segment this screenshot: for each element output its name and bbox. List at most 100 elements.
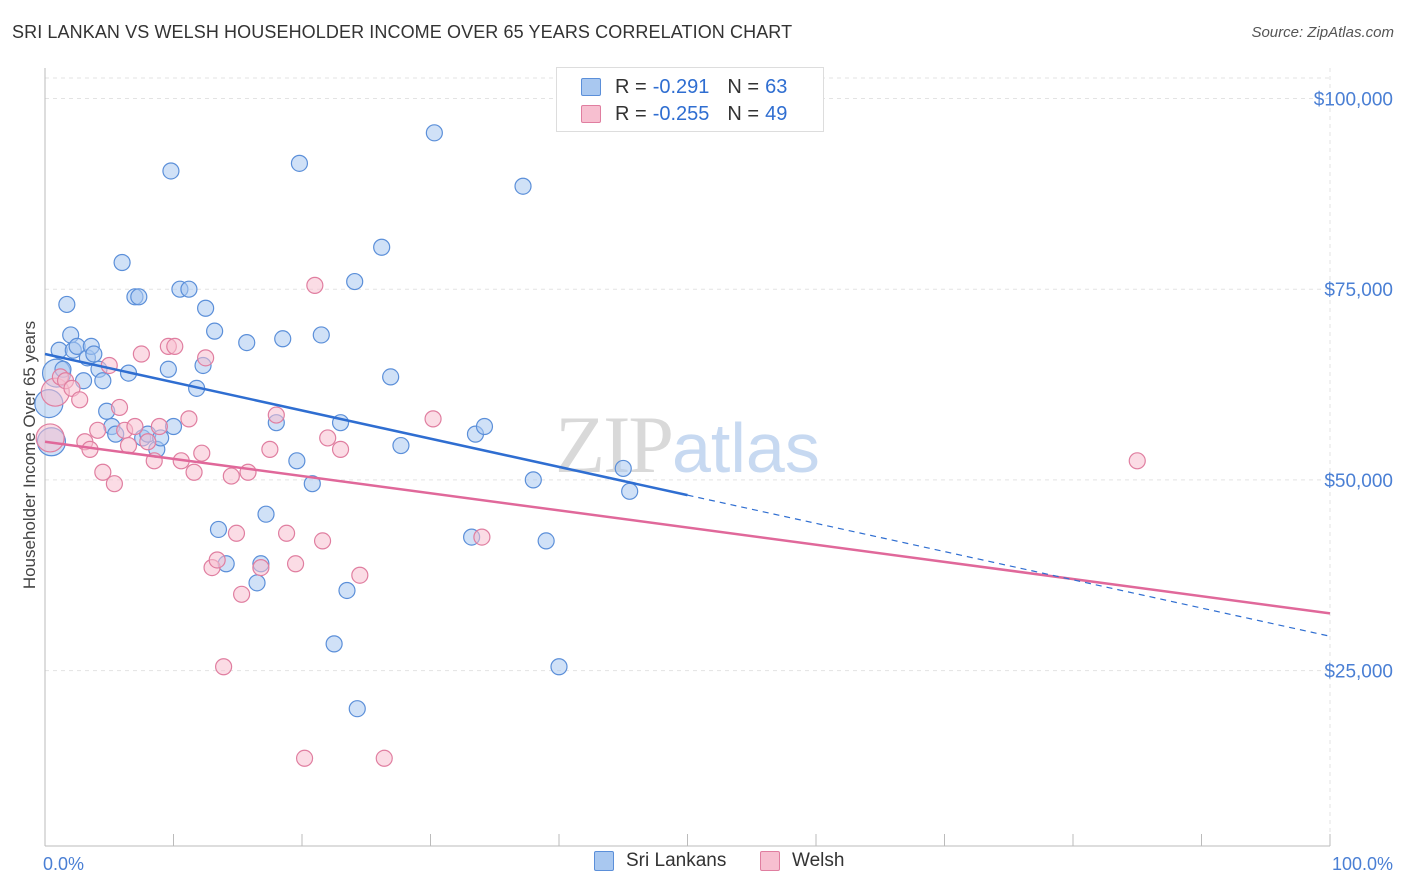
point-welsh xyxy=(227,524,246,542)
point-welsh xyxy=(110,398,129,417)
watermark: ZIPatlas xyxy=(555,398,820,492)
chart-title: SRI LANKAN VS WELSH HOUSEHOLDER INCOME O… xyxy=(12,22,793,42)
point-sri-lankans xyxy=(94,372,112,390)
point-sri-lankans xyxy=(257,505,275,523)
point-welsh xyxy=(126,417,144,436)
point-sri-lankans xyxy=(475,417,494,436)
legend-r-label: R = xyxy=(615,75,647,98)
point-sri-lankans xyxy=(209,520,228,539)
point-sri-lankans xyxy=(162,162,180,180)
point-sri-lankans xyxy=(382,368,400,386)
point-sri-lankans xyxy=(113,253,131,272)
point-welsh xyxy=(185,463,203,481)
point-sri-lankans xyxy=(514,177,532,195)
x-tick-labels: 0.0% 100.0% xyxy=(43,854,1393,874)
point-sri-lankans xyxy=(159,360,177,378)
trendline-welsh xyxy=(44,440,1331,615)
legend-swatch-blue xyxy=(581,78,601,96)
point-welsh xyxy=(233,585,251,603)
point-welsh xyxy=(193,444,211,462)
point-welsh xyxy=(166,337,184,356)
point-sri-lankans xyxy=(274,330,292,348)
point-sri-lankans xyxy=(180,280,198,298)
point-sri-lankans xyxy=(338,581,356,600)
point-welsh xyxy=(105,475,123,493)
legend-row-sri-lankans: R = -0.291 N = 63 xyxy=(581,73,787,101)
point-welsh xyxy=(424,410,442,428)
point-welsh xyxy=(150,417,168,436)
point-sri-lankans xyxy=(238,333,256,352)
point-welsh xyxy=(319,429,337,447)
point-welsh xyxy=(180,410,198,428)
legend-item-welsh: Welsh xyxy=(760,850,844,872)
y-tick-label: $25,000 xyxy=(1324,662,1393,683)
point-welsh xyxy=(277,524,296,542)
point-sri-lankans xyxy=(248,574,266,592)
legend-n-value: 63 xyxy=(765,75,788,98)
point-welsh xyxy=(222,467,240,485)
point-sri-lankans xyxy=(303,475,321,493)
series-legend: Sri Lankans Welsh xyxy=(0,850,1406,878)
point-welsh xyxy=(295,749,314,767)
legend-swatch-pink xyxy=(760,851,780,871)
y-tick-label: $100,000 xyxy=(1314,90,1393,111)
point-welsh xyxy=(306,276,324,294)
point-sri-lankans xyxy=(290,154,309,172)
legend-label-sri-lankans: Sri Lankans xyxy=(626,850,727,871)
series-sri-lankans-points xyxy=(34,124,639,718)
series-welsh-points xyxy=(35,276,1146,767)
point-welsh xyxy=(375,749,393,767)
y-tick-label: $50,000 xyxy=(1324,471,1393,492)
point-sri-lankans xyxy=(550,658,568,676)
point-welsh xyxy=(331,440,350,458)
y-tick-label: $75,000 xyxy=(1324,280,1393,301)
point-welsh xyxy=(261,440,279,458)
point-welsh xyxy=(94,463,112,481)
point-welsh xyxy=(35,423,65,453)
trendline-sri-lankans xyxy=(44,352,688,497)
correlation-legend: R = -0.291 N = 63 R = -0.255 N = 49 xyxy=(556,67,824,132)
point-welsh xyxy=(89,421,107,439)
point-welsh xyxy=(252,558,270,577)
point-welsh xyxy=(71,391,89,409)
legend-n-label: N = xyxy=(727,102,760,125)
point-sri-lankans xyxy=(537,532,555,550)
point-sri-lankans xyxy=(621,482,639,500)
point-sri-lankans xyxy=(346,272,364,291)
source-label: Source: ZipAtlas.com xyxy=(1251,24,1394,41)
point-welsh xyxy=(139,433,157,451)
x-tick-label-min: 0.0% xyxy=(43,854,84,874)
point-sri-lankans xyxy=(614,459,632,478)
legend-r-value: -0.291 xyxy=(652,75,710,98)
legend-row-welsh: R = -0.255 N = 49 xyxy=(581,100,787,128)
point-welsh xyxy=(313,532,332,550)
point-sri-lankans xyxy=(197,299,215,317)
point-sri-lankans xyxy=(312,326,330,344)
x-tick-label-max: 100.0% xyxy=(1332,854,1393,874)
trendline-sri-lankans-extension xyxy=(687,494,1331,637)
legend-swatch-pink xyxy=(581,105,601,123)
watermark-atlas: atlas xyxy=(672,409,820,487)
point-welsh xyxy=(215,658,233,676)
legend-item-sri-lankans: Sri Lankans xyxy=(594,850,726,872)
point-sri-lankans xyxy=(325,635,343,653)
point-sri-lankans xyxy=(206,322,224,340)
point-welsh xyxy=(267,406,285,424)
point-sri-lankans xyxy=(288,452,306,470)
y-tick-labels: $25,000 $50,000 $75,000 $100,000 xyxy=(1314,90,1393,683)
watermark-zip: ZIP xyxy=(555,399,674,490)
point-sri-lankans xyxy=(130,288,148,306)
point-welsh xyxy=(132,345,150,363)
legend-swatch-blue xyxy=(594,851,614,871)
point-sri-lankans xyxy=(392,436,410,455)
point-welsh xyxy=(1128,452,1146,470)
legend-n-value: 49 xyxy=(765,102,788,125)
point-sri-lankans xyxy=(373,238,391,256)
axes xyxy=(44,68,1331,847)
point-sri-lankans xyxy=(58,295,76,314)
point-sri-lankans xyxy=(524,471,542,489)
legend-r-label: R = xyxy=(615,102,647,125)
point-welsh xyxy=(239,463,257,481)
legend-r-value: -0.255 xyxy=(652,102,710,125)
